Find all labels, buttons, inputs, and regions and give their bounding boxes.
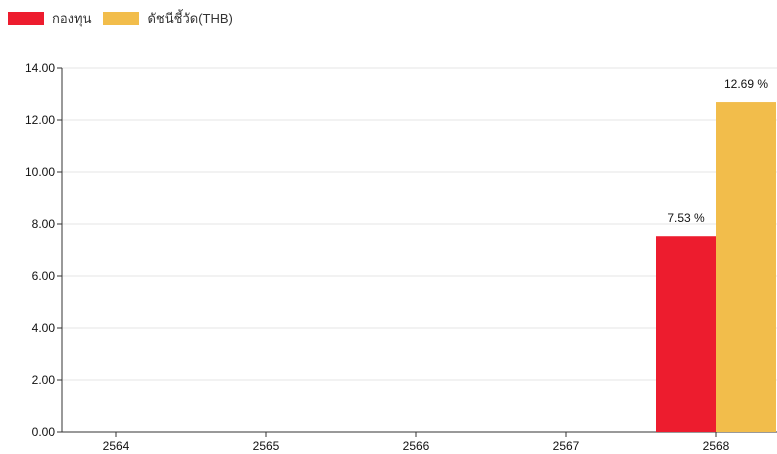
x-tick-label: 2568	[703, 439, 730, 453]
y-tick-label: 0.00	[32, 425, 56, 439]
x-tick-label: 2567	[553, 439, 580, 453]
bar-benchmark	[716, 102, 776, 432]
legend-label-benchmark: ดัชนีชี้วัด(THB)	[147, 11, 233, 26]
y-tick-label: 8.00	[32, 217, 56, 231]
chart-legend: กองทุน ดัชนีชี้วัด(THB)	[8, 8, 233, 29]
y-tick-label: 10.00	[25, 165, 55, 179]
y-tick-label: 14.00	[25, 61, 55, 75]
y-tick-label: 12.00	[25, 113, 55, 127]
legend-swatch-fund	[8, 12, 44, 25]
x-tick-label: 2564	[103, 439, 130, 453]
y-tick-label: 2.00	[32, 373, 56, 387]
x-tick-label: 2566	[403, 439, 430, 453]
y-tick-label: 6.00	[32, 269, 56, 283]
data-label: 12.69 %	[724, 77, 768, 91]
data-label: 7.53 %	[667, 211, 705, 225]
x-tick-label: 2565	[253, 439, 280, 453]
y-tick-label: 4.00	[32, 321, 56, 335]
legend-item-fund[interactable]: กองทุน	[8, 8, 91, 29]
legend-label-fund: กองทุน	[52, 11, 92, 26]
legend-item-benchmark[interactable]: ดัชนีชี้วัด(THB)	[103, 8, 233, 29]
bar-fund	[656, 236, 716, 432]
legend-swatch-benchmark	[103, 12, 140, 25]
